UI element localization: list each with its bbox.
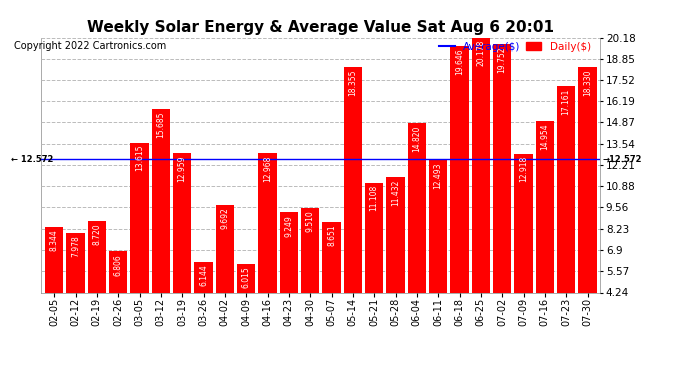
Text: 18.330: 18.330 [583,69,592,96]
Text: Copyright 2022 Cartronics.com: Copyright 2022 Cartronics.com [14,41,166,51]
Legend: Average($), Daily($): Average($), Daily($) [435,38,595,56]
Bar [429,160,447,292]
Text: 12.918: 12.918 [519,156,528,182]
Bar [344,67,362,292]
Text: ← 12.572: ← 12.572 [12,155,54,164]
Text: 9.510: 9.510 [306,211,315,232]
Text: 18.355: 18.355 [348,69,357,96]
Bar [45,227,63,292]
Bar [557,86,575,292]
Text: 14.820: 14.820 [413,126,422,152]
Bar [322,222,341,292]
Bar [130,142,148,292]
Bar [493,44,511,292]
Text: 12.959: 12.959 [178,155,187,182]
Text: 8.651: 8.651 [327,224,336,246]
Bar [195,262,213,292]
Text: 20.178: 20.178 [476,40,485,66]
Title: Weekly Solar Energy & Average Value Sat Aug 6 20:01: Weekly Solar Energy & Average Value Sat … [88,20,554,35]
Text: 11.108: 11.108 [370,185,379,211]
Bar [365,183,383,292]
Text: 19.752: 19.752 [497,47,506,73]
Text: 15.685: 15.685 [157,112,166,138]
Bar [408,123,426,292]
Text: 11.432: 11.432 [391,180,400,206]
Text: 6.806: 6.806 [114,254,123,276]
Bar [301,208,319,292]
Text: →12.572: →12.572 [602,155,642,164]
Bar [259,153,277,292]
Bar [152,110,170,292]
Text: 13.615: 13.615 [135,145,144,171]
Bar [279,212,298,292]
Text: 8.344: 8.344 [50,229,59,251]
Text: 12.968: 12.968 [263,155,272,182]
Text: 9.692: 9.692 [220,208,229,230]
Text: 17.161: 17.161 [562,88,571,115]
Text: 6.015: 6.015 [241,267,250,288]
Text: 6.144: 6.144 [199,264,208,286]
Bar [88,221,106,292]
Bar [515,154,533,292]
Bar [386,177,404,292]
Text: 12.493: 12.493 [434,163,443,189]
Bar [472,38,490,292]
Text: 14.954: 14.954 [540,123,549,150]
Bar [66,233,85,292]
Bar [109,252,127,292]
Text: 9.249: 9.249 [284,215,293,237]
Bar [237,264,255,292]
Bar [535,121,554,292]
Bar [451,46,469,292]
Text: 8.720: 8.720 [92,223,101,245]
Text: 7.978: 7.978 [71,235,80,257]
Bar [216,205,234,292]
Bar [173,153,191,292]
Text: 19.646: 19.646 [455,48,464,75]
Bar [578,67,597,292]
